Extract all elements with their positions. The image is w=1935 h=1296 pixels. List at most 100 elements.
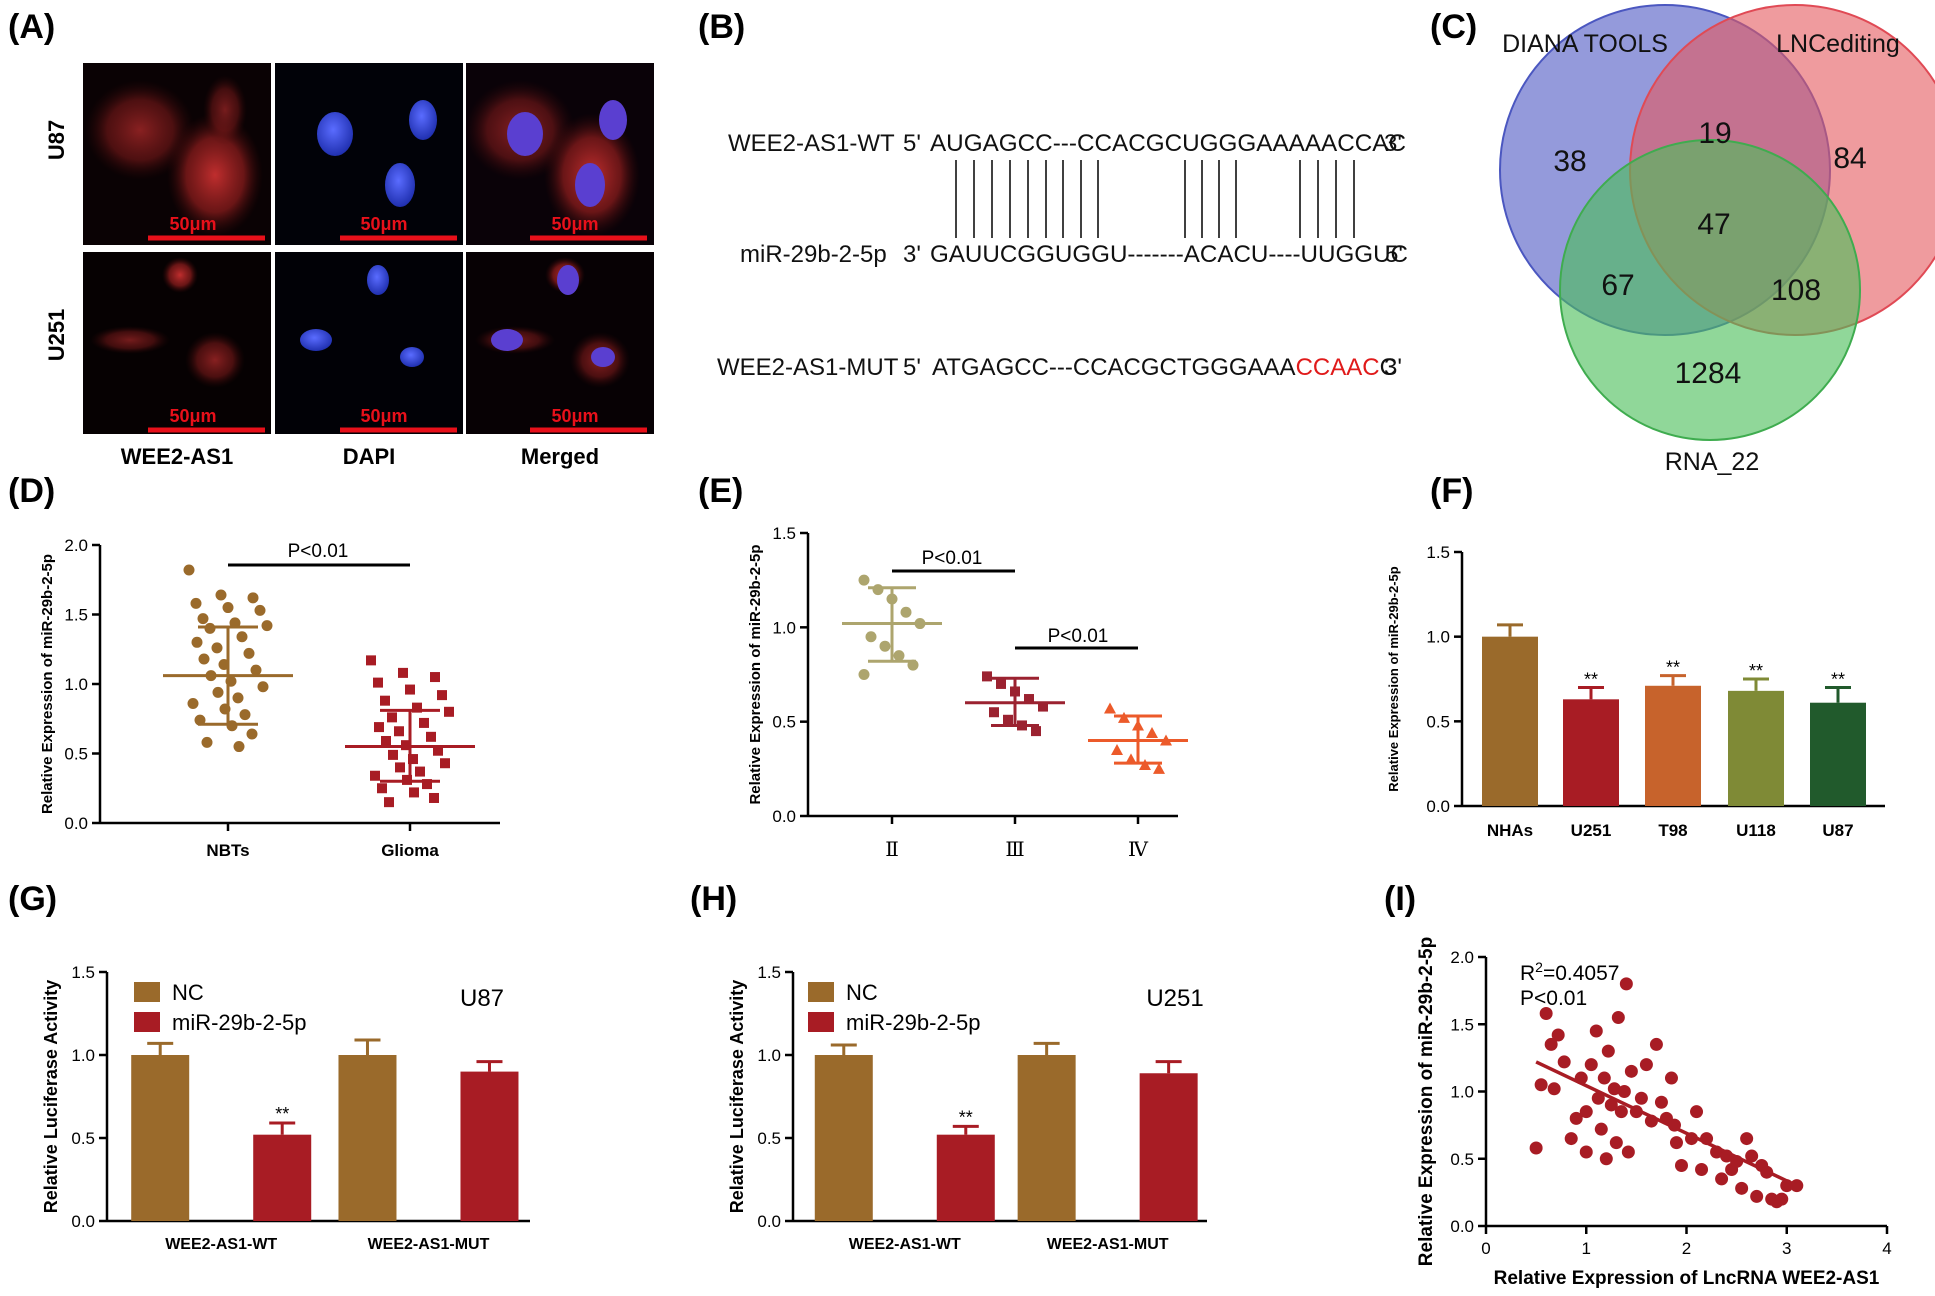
bar	[131, 1055, 190, 1221]
data-point	[1534, 1078, 1548, 1092]
panel-a: (A) U87 U251	[8, 8, 654, 469]
data-point	[1547, 1082, 1561, 1096]
data-point	[1601, 1044, 1615, 1058]
x-category-label: NBTs	[206, 841, 249, 860]
data-point	[1597, 1071, 1611, 1085]
legend-swatch	[134, 1012, 160, 1032]
r-squared-label: R2=0.4057	[1520, 959, 1619, 985]
data-point	[388, 749, 398, 760]
data-point	[387, 712, 397, 723]
data-point	[236, 631, 248, 643]
y-tick-label: 0.5	[757, 1129, 781, 1148]
data-point	[1003, 714, 1013, 725]
y-tick-label: 2.0	[64, 536, 88, 555]
y-tick-label: 1.0	[71, 1046, 95, 1065]
significance-label: P<0.01	[1048, 626, 1109, 647]
data-point	[419, 717, 429, 728]
y-tick-label: 0.5	[772, 713, 796, 732]
scale-label: 50μm	[169, 214, 216, 234]
significance-stars: **	[1831, 669, 1845, 689]
panel-i-label: (I)	[1384, 880, 1416, 918]
legend-label: miR-29b-2-5p	[846, 1010, 981, 1035]
data-point	[261, 620, 273, 632]
seq-mirna-name: miR-29b-2-5p	[740, 241, 887, 268]
data-point	[254, 604, 266, 616]
panel-d-label: (D)	[8, 472, 55, 510]
x-tick-label: 4	[1882, 1239, 1891, 1258]
data-point	[1038, 701, 1048, 712]
data-point	[1153, 762, 1165, 774]
data-point	[1579, 1105, 1593, 1119]
data-point	[1695, 1163, 1709, 1177]
y-axis-title: Relative Luciferase Activity	[727, 980, 747, 1213]
data-point	[1614, 1105, 1628, 1119]
seq-mut: WEE2-AS1-MUT 5' ATGAGCC---CCACGCTGGGAAAC…	[717, 354, 1402, 381]
data-point	[1557, 1055, 1571, 1069]
panel-h-label: (H)	[690, 880, 737, 918]
data-point	[422, 779, 432, 790]
data-point	[1584, 1058, 1598, 1072]
x-tick-label: 0	[1481, 1239, 1490, 1258]
data-point	[1775, 1192, 1789, 1206]
data-point	[191, 636, 203, 648]
seq-mirna-sequence: GAUUCGGUGGU-------ACACU----UUGGUC	[930, 241, 1408, 268]
seq-wt-sequence: AUGAGCC---CCACGCUGGGAAAAACCAC	[930, 130, 1406, 157]
data-point	[989, 707, 999, 718]
bar	[1645, 685, 1701, 806]
data-point	[1621, 1145, 1635, 1159]
y-tick-label: 1.5	[772, 524, 796, 543]
y-axis-title: Relative Expression of miR-29b-2-5p	[39, 554, 56, 814]
data-point	[373, 677, 383, 688]
x-tick-label: 1	[1582, 1239, 1591, 1258]
legend-swatch	[134, 982, 160, 1002]
data-point	[232, 692, 244, 704]
seq-mirna-5p: 5'	[1385, 241, 1403, 268]
significance-label: P<0.01	[922, 548, 983, 569]
data-point	[440, 758, 450, 769]
x-category-label: U118	[1736, 821, 1776, 840]
venn-label-rna22: RNA_22	[1665, 448, 1760, 476]
data-point	[1664, 1071, 1678, 1085]
significance-stars: **	[1666, 658, 1680, 678]
scale-label: 50μm	[551, 406, 598, 426]
data-point	[1594, 1122, 1608, 1136]
data-point	[1674, 1158, 1688, 1172]
data-point	[187, 697, 199, 709]
data-point	[198, 653, 210, 665]
data-point	[1669, 1136, 1683, 1150]
data-point	[197, 613, 209, 625]
venn-count-lnc-rna: 108	[1771, 274, 1821, 307]
data-point	[444, 706, 454, 717]
data-point	[1125, 753, 1137, 765]
micrograph-u251-wee2	[83, 252, 271, 434]
significance-label: P<0.01	[288, 541, 349, 562]
y-axis-title: Relative Expression of miR-29b-2-5p	[747, 544, 764, 804]
micrograph-u251-dapi	[275, 252, 463, 434]
micrograph-u87-wee2	[83, 63, 271, 245]
y-axis-title: Relative Expression of miR-29b-2-5p	[1416, 937, 1437, 1266]
panel-b-label: (B)	[698, 8, 745, 46]
y-tick-label: 0.5	[1426, 712, 1450, 731]
x-category-label: T98	[1658, 821, 1687, 840]
y-axis-title: Relative Expression of miR-29b-2-5p	[1386, 566, 1401, 791]
data-point	[380, 695, 390, 706]
significance-stars: **	[275, 1104, 289, 1124]
bar	[1728, 690, 1784, 806]
y-tick-label: 1.5	[1426, 543, 1450, 562]
data-point	[865, 631, 877, 643]
y-tick-label: 1.0	[64, 675, 88, 694]
legend-swatch	[808, 982, 834, 1002]
micrograph-u251-merged	[466, 252, 654, 434]
data-point	[1604, 1098, 1618, 1112]
data-point	[409, 787, 419, 798]
panel-e-label: (E)	[698, 472, 743, 510]
panel-b: (B) WEE2-AS1-WT 5' AUGAGCC---CCACGCUGGGA…	[698, 8, 1408, 381]
data-point	[233, 741, 245, 753]
data-point	[1745, 1149, 1759, 1163]
panel-c: (C) DIANA TOOLS LNCediting RNA_22 38 19 …	[1430, 4, 1935, 476]
y-tick-label: 1.5	[71, 963, 95, 982]
data-point	[1609, 1136, 1623, 1150]
seq-wt: WEE2-AS1-WT 5' AUGAGCC---CCACGCUGGGAAAAA…	[728, 130, 1406, 157]
y-tick-label: 1.5	[757, 963, 781, 982]
data-point	[398, 667, 408, 678]
